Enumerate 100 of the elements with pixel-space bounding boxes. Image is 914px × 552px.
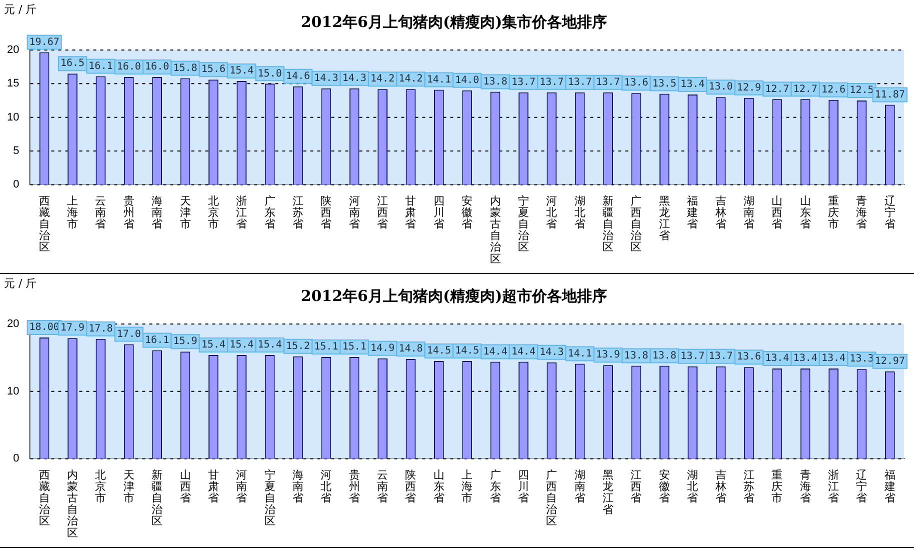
data-label: 15.1 (314, 342, 338, 353)
x-tick-label: 江西省 (630, 470, 642, 505)
x-tick-label: 青海省 (856, 194, 868, 231)
x-tick-label: 江苏省 (292, 196, 304, 231)
data-label: 12.7 (793, 84, 818, 95)
y-tick-label: 0 (13, 178, 20, 191)
y-tick-label: 20 (6, 44, 20, 56)
x-tick-label: 西藏自治区 (38, 196, 50, 254)
y-tick-label: 0 (13, 452, 20, 465)
data-label: 15.1 (342, 342, 366, 353)
x-tick-label: 黑龙江省 (658, 196, 670, 242)
x-tick-label: 广东省 (264, 194, 276, 231)
x-tick-label: 山东省 (800, 194, 811, 231)
data-label: 13.8 (624, 350, 648, 362)
x-tick-label: 河北省 (546, 196, 558, 231)
data-label: 18.00 (29, 322, 60, 334)
x-tick-label: 福建省 (883, 468, 896, 505)
chart-title: 2012年6月上旬猪肉(精瘦肉)超市价各地排序 (300, 286, 608, 305)
data-label: 15.6 (201, 64, 226, 76)
data-label: 12.9 (736, 82, 762, 94)
y-axis-title: 元 / 斤 (4, 276, 37, 290)
x-tick-label: 四川省 (433, 196, 444, 231)
x-tick-label: 山西省 (772, 194, 783, 231)
x-tick-label: 河北省 (320, 470, 332, 505)
x-tick-label: 安徽省 (658, 468, 670, 505)
x-tick-label: 重庆市 (772, 468, 783, 505)
data-label: 13.7 (596, 77, 620, 88)
data-label: 13.7 (568, 77, 592, 88)
x-tick-label: 贵州省 (123, 194, 134, 231)
x-tick-label: 山西省 (180, 468, 191, 505)
x-tick-label: 青海省 (800, 468, 811, 505)
x-tick-label: 云南省 (377, 470, 388, 505)
data-label: 13.9 (596, 350, 620, 361)
data-label: 13.8 (652, 350, 676, 362)
data-label: 14.2 (398, 74, 423, 85)
x-tick-label: 海南省 (292, 470, 304, 505)
data-label: 14.5 (426, 346, 451, 357)
data-label: 13.4 (821, 353, 846, 364)
data-label: 13.8 (483, 76, 508, 88)
x-tick-label: 宁夏自治区 (518, 194, 529, 254)
x-tick-label: 天津市 (123, 470, 134, 505)
data-label: 12.5 (850, 85, 874, 96)
x-tick-label: 上海市 (462, 468, 473, 505)
data-label: 16.0 (116, 62, 141, 73)
x-tick-label: 吉林省 (714, 468, 726, 505)
data-label: 16.0 (145, 62, 170, 73)
x-tick-label: 甘肃省 (405, 194, 416, 231)
x-tick-label: 湖南省 (574, 470, 586, 505)
x-tick-label: 湖南省 (743, 196, 754, 231)
y-tick-label: 20 (6, 318, 20, 330)
data-label: 14.0 (455, 75, 480, 86)
x-tick-label: 北京市 (95, 468, 106, 505)
x-tick-label: 广东省 (490, 468, 501, 505)
data-label: 16.1 (88, 60, 113, 72)
data-label: 13.4 (680, 79, 705, 90)
y-tick-label: 10 (6, 111, 20, 124)
data-label: 13.7 (540, 77, 564, 88)
x-tick-label: 黑龙江省 (602, 470, 614, 516)
data-label: 14.3 (540, 346, 564, 358)
data-label: 15.4 (230, 66, 254, 77)
x-tick-label: 湖北省 (687, 470, 698, 505)
data-label: 14.8 (398, 344, 423, 355)
x-tick-label: 云南省 (95, 196, 106, 231)
x-tick-label: 山东省 (433, 468, 444, 505)
x-tick-label: 陕西省 (405, 470, 416, 505)
data-label: 16.5 (60, 58, 85, 70)
x-tick-label: 广西自治区 (546, 468, 558, 528)
data-label: 13.7 (511, 77, 536, 88)
data-label: 17.8 (88, 323, 113, 334)
data-label: 13.0 (708, 82, 733, 93)
data-label: 13.3 (850, 354, 874, 365)
x-tick-label: 天津市 (180, 196, 191, 231)
data-label: 17.9 (60, 322, 85, 334)
x-tick-label: 福建省 (686, 194, 698, 231)
y-tick-label: 15 (6, 78, 20, 90)
x-tick-label: 辽宁省 (856, 470, 868, 505)
x-tick-label: 内蒙古自治区 (67, 468, 78, 540)
data-label: 15.2 (286, 340, 310, 352)
data-label: 13.4 (765, 353, 790, 364)
x-tick-label: 河南省 (348, 196, 360, 231)
data-label: 13.6 (624, 78, 648, 89)
data-label: 14.3 (314, 72, 338, 84)
data-label: 15.4 (201, 340, 226, 351)
data-label: 12.7 (765, 84, 790, 95)
x-tick-label: 江西省 (377, 196, 388, 231)
data-label: 16.1 (145, 334, 170, 346)
x-tick-label: 吉林省 (714, 194, 726, 231)
x-tick-label: 新疆自治区 (602, 194, 614, 254)
data-label: 14.1 (426, 74, 451, 86)
data-label: 15.9 (173, 336, 198, 348)
x-tick-label: 安徽省 (462, 194, 473, 231)
data-label: 15.4 (258, 340, 282, 351)
x-tick-label: 贵州省 (348, 468, 360, 505)
y-tick-label: 5 (13, 145, 20, 158)
y-tick-label: 10 (6, 385, 20, 398)
data-label: 14.5 (455, 346, 480, 357)
data-label: 14.2 (370, 74, 395, 85)
data-label: 13.6 (736, 352, 762, 363)
x-tick-label: 陕西省 (320, 196, 332, 231)
x-tick-label: 甘肃省 (208, 468, 219, 505)
